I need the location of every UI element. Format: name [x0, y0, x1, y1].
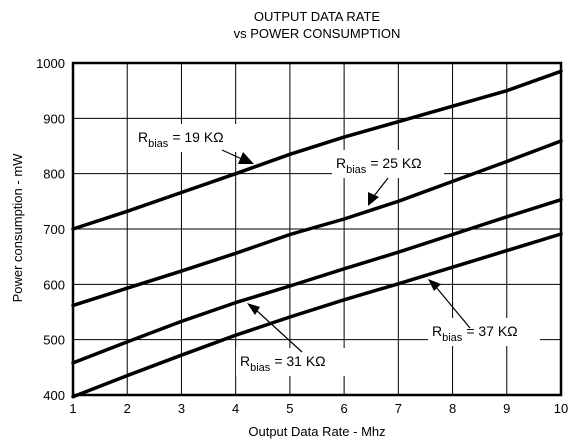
plot-border [71, 61, 563, 397]
chart-subtitle: vs POWER CONSUMPTION [234, 26, 401, 41]
annotation-37k-leader [435, 286, 471, 329]
annotation-19k-bg [134, 124, 246, 152]
y-tick-label: 600 [43, 277, 65, 292]
tick-labels: 1 2 3 4 5 6 7 8 9 10 400 500 600 700 800 900 1000 [36, 56, 568, 416]
annotation-19k-leader [221, 149, 245, 161]
x-tick-label: 5 [286, 401, 293, 416]
y-tick-label: 700 [43, 222, 65, 237]
series-line-4 [71, 232, 563, 399]
x-tick-label: 8 [449, 401, 456, 416]
x-axis-label: Output Data Rate - Mhz [248, 424, 385, 439]
annotation-31k-label: Rbias = 31 KΩ [240, 353, 326, 374]
y-tick-label: 1000 [36, 56, 65, 71]
annotation-19k-arrowhead [238, 152, 254, 164]
y-tick-label: 400 [43, 388, 65, 403]
annotation-25k-bg [332, 150, 444, 178]
x-tick-label: 1 [69, 401, 76, 416]
annotation-31k: Rbias = 31 KΩ [236, 303, 348, 376]
x-tick-label: 10 [554, 401, 568, 416]
annotation-37k: Rbias = 37 KΩ [428, 279, 540, 346]
chart-title: OUTPUT DATA RATE [254, 9, 380, 24]
y-axis-label: Power consumption - mW [10, 153, 25, 303]
annotation-19k-label: Rbias = 19 KΩ [138, 129, 224, 150]
x-tick-label: 2 [124, 401, 131, 416]
x-tick-label: 9 [503, 401, 510, 416]
annotation-31k-bg [236, 348, 348, 376]
annotation-31k-arrowhead [247, 303, 260, 315]
x-tick-label: 6 [340, 401, 347, 416]
x-tick-label: 7 [395, 401, 402, 416]
series-line-2 [71, 139, 563, 308]
y-tick-label: 500 [43, 333, 65, 348]
annotation-25k-label: Rbias = 25 KΩ [336, 155, 422, 176]
annotation-25k-arrowhead [368, 192, 379, 206]
y-tick-label: 800 [43, 167, 65, 182]
annotation-25k: Rbias = 25 KΩ [332, 150, 444, 206]
annotation-25k-leader [373, 177, 389, 197]
x-tick-label: 4 [232, 401, 239, 416]
annotation-31k-leader [255, 309, 303, 353]
series-line-1 [71, 69, 563, 231]
annotation-37k-arrowhead [428, 279, 441, 291]
plot-frame [71, 61, 563, 397]
series-line-3 [71, 197, 563, 365]
annotation-37k-bg [428, 318, 540, 346]
annotation-19k: Rbias = 19 KΩ [134, 124, 254, 164]
x-tick-label: 3 [178, 401, 185, 416]
series-lines [71, 69, 563, 399]
y-tick-label: 900 [43, 111, 65, 126]
annotation-37k-label: Rbias = 37 KΩ [432, 323, 518, 344]
